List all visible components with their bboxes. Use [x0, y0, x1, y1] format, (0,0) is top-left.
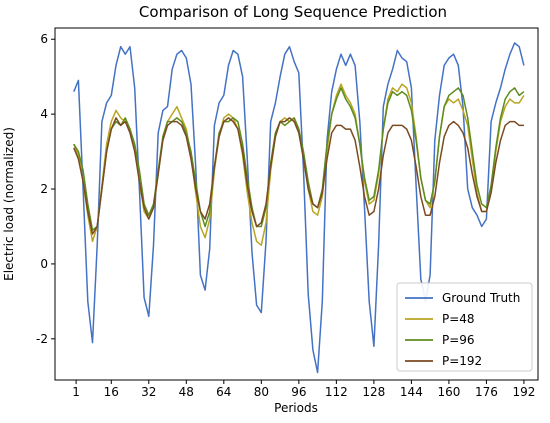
y-tick-label: -2 — [36, 332, 48, 346]
x-axis-title: Periods — [274, 401, 318, 415]
x-tick-label: 64 — [216, 385, 231, 399]
x-tick-label: 16 — [104, 385, 119, 399]
x-tick-label: 96 — [291, 385, 306, 399]
x-tick-label: 48 — [179, 385, 194, 399]
y-tick-label: 6 — [40, 32, 48, 46]
x-tick-label: 160 — [437, 385, 460, 399]
legend-label: P=96 — [442, 333, 475, 347]
x-axis: 1 16 32 48 64 80 96 112 128 144 160 176 192 — [72, 380, 535, 399]
plot-frame — [54, 27, 539, 381]
legend-label: P=192 — [442, 354, 482, 368]
x-tick-label: 192 — [512, 385, 535, 399]
x-tick-label: 144 — [400, 385, 423, 399]
x-tick-label: 1 — [72, 385, 80, 399]
x-tick-label: 112 — [325, 385, 348, 399]
y-tick-label: 2 — [40, 182, 48, 196]
x-tick-label: 32 — [141, 385, 156, 399]
series-line-p-96 — [73, 87, 525, 231]
y-tick-label: 0 — [40, 257, 48, 271]
x-tick-label: 176 — [475, 385, 498, 399]
legend-box — [396, 282, 533, 372]
plot-lines — [73, 42, 525, 374]
legend-label: Ground Truth — [442, 291, 520, 305]
legend-label: P=48 — [442, 312, 475, 326]
y-axis-title: Electric load (normalized) — [2, 127, 16, 281]
x-tick-label: 80 — [254, 385, 269, 399]
series-line-p-192 — [73, 117, 524, 235]
x-tick-label: 128 — [362, 385, 385, 399]
legend: Ground Truth P=48 P=96 P=192 — [396, 282, 533, 372]
chart-title: Comparison of Long Sequence Prediction — [139, 3, 447, 21]
series-line-ground-truth — [73, 42, 525, 374]
y-axis: -2 0 2 4 6 — [36, 32, 55, 346]
y-tick-label: 4 — [40, 107, 48, 121]
